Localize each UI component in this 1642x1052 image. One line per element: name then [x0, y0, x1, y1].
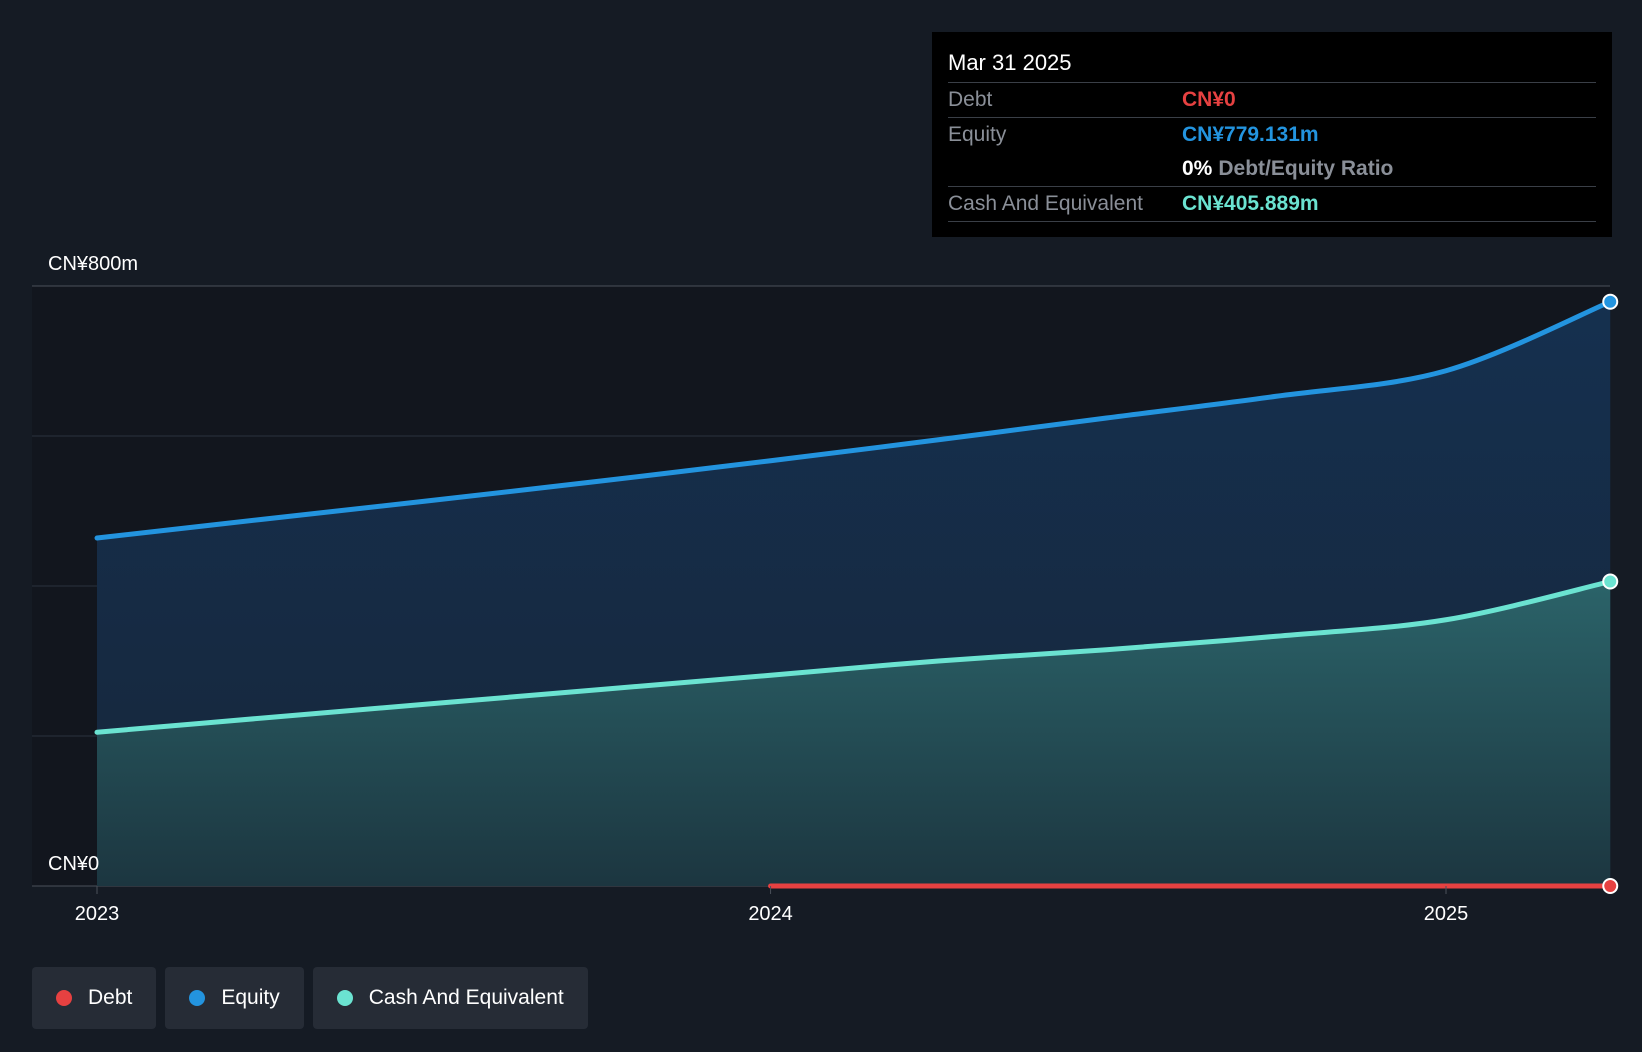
series-markers [1602, 293, 1619, 894]
legend-dot-cash [336, 990, 353, 1006]
legend-item-equity[interactable]: Equity [165, 967, 304, 1029]
legend-dot-debt [56, 990, 72, 1006]
area-cash-and-equivalent [97, 581, 1611, 886]
series-lines [94, 299, 1613, 889]
x-axis-labels: 2023 2024 2025 [75, 886, 1469, 925]
legend-label-equity: Equity [221, 986, 280, 1009]
tooltip: Mar 31 2025 Debt CN¥0 Equity CN¥779.131m… [932, 32, 1612, 237]
legend-label-cash: Cash And Equivalent [368, 986, 564, 1009]
legend-label-debt: Debt [88, 986, 133, 1009]
line-equity [94, 299, 1613, 541]
tooltip-debt-row: Debt CN¥0 [948, 83, 1596, 118]
legend-dot-equity [189, 990, 206, 1006]
marker-equity[interactable] [1602, 293, 1619, 310]
legend-item-debt[interactable]: Debt [32, 967, 157, 1029]
legend: Debt Equity Cash And Equivalent [32, 967, 588, 1029]
marker-debt[interactable] [1602, 878, 1619, 894]
tooltip-equity-label: Equity [948, 123, 1007, 146]
tooltip-equity-value: CN¥779.131m [1182, 123, 1319, 146]
y-tick-label-bottom: CN¥0 [48, 853, 99, 875]
tooltip-cash-row: Cash And Equivalent CN¥405.889m [948, 187, 1596, 222]
line-cash-and-equivalent [94, 579, 1613, 735]
x-tick-label: 2024 [748, 903, 793, 925]
tooltip-date: Mar 31 2025 [948, 44, 1596, 83]
y-axis-labels: CN¥800m CN¥0 [48, 253, 138, 875]
series-areas [97, 301, 1611, 886]
tooltip-cash-label: Cash And Equivalent [948, 192, 1143, 215]
legend-item-cash[interactable]: Cash And Equivalent [312, 967, 588, 1029]
marker-cash-and-equivalent[interactable] [1602, 573, 1619, 590]
tooltip-equity-row: Equity CN¥779.131m [948, 118, 1596, 152]
x-tick-label: 2023 [75, 903, 120, 925]
tooltip-ratio-label: Debt/Equity Ratio [1218, 157, 1394, 180]
tooltip-debt-label: Debt [948, 88, 993, 111]
tooltip-cash-value: CN¥405.889m [1182, 192, 1319, 215]
tooltip-ratio-row: 0% Debt/Equity Ratio [948, 152, 1596, 187]
tooltip-ratio-value: 0% [1182, 157, 1213, 180]
x-tick-label: 2025 [1424, 903, 1469, 925]
y-tick-label-top: CN¥800m [48, 253, 138, 275]
tooltip-debt-value: CN¥0 [1182, 88, 1236, 111]
